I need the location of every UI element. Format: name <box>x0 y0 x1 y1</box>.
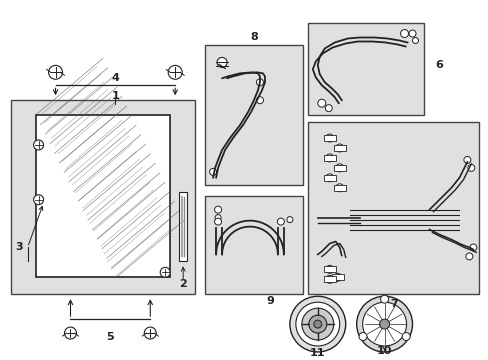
Circle shape <box>380 295 388 303</box>
Circle shape <box>408 30 415 37</box>
Circle shape <box>256 79 263 86</box>
Bar <box>331 274 343 280</box>
Text: 10: 10 <box>376 346 391 356</box>
Circle shape <box>469 244 476 251</box>
Circle shape <box>335 164 343 172</box>
Circle shape <box>64 327 76 339</box>
Circle shape <box>295 302 339 346</box>
Circle shape <box>465 253 472 260</box>
Bar <box>323 266 335 273</box>
Bar <box>323 276 335 282</box>
Circle shape <box>34 195 43 205</box>
Polygon shape <box>179 192 187 261</box>
Text: 7: 7 <box>390 299 398 309</box>
Bar <box>333 185 345 191</box>
Circle shape <box>333 273 341 281</box>
Circle shape <box>214 206 221 213</box>
Polygon shape <box>307 122 478 294</box>
Circle shape <box>256 97 263 104</box>
Text: 2: 2 <box>179 279 187 289</box>
Circle shape <box>308 315 326 333</box>
Text: 3: 3 <box>15 243 22 252</box>
Bar <box>323 175 335 181</box>
Polygon shape <box>204 196 302 294</box>
Polygon shape <box>11 100 195 294</box>
Circle shape <box>301 308 333 340</box>
Circle shape <box>463 157 470 163</box>
Circle shape <box>215 215 221 221</box>
Circle shape <box>325 154 333 162</box>
Circle shape <box>325 265 333 273</box>
Circle shape <box>400 30 407 37</box>
Circle shape <box>335 144 343 152</box>
Text: 5: 5 <box>106 332 114 342</box>
Circle shape <box>286 217 292 222</box>
Circle shape <box>144 327 156 339</box>
Circle shape <box>34 140 43 150</box>
Text: 8: 8 <box>249 32 257 41</box>
Circle shape <box>325 174 333 182</box>
Polygon shape <box>36 115 170 277</box>
Text: 1: 1 <box>111 91 119 101</box>
Circle shape <box>277 218 284 225</box>
Circle shape <box>401 333 409 341</box>
Circle shape <box>48 66 62 79</box>
Circle shape <box>325 275 333 283</box>
Circle shape <box>168 66 182 79</box>
Circle shape <box>356 296 412 352</box>
Text: 6: 6 <box>435 60 443 70</box>
Text: 4: 4 <box>111 73 119 83</box>
Bar <box>333 145 345 151</box>
Circle shape <box>325 134 333 142</box>
Text: 11: 11 <box>309 348 325 358</box>
Circle shape <box>362 302 406 346</box>
Circle shape <box>209 168 216 175</box>
Circle shape <box>313 320 321 328</box>
Circle shape <box>289 296 345 352</box>
Circle shape <box>317 99 325 107</box>
Circle shape <box>412 37 418 44</box>
Circle shape <box>325 105 331 112</box>
Circle shape <box>160 267 170 277</box>
Circle shape <box>214 218 221 225</box>
Polygon shape <box>307 23 424 115</box>
Circle shape <box>218 58 225 66</box>
Polygon shape <box>204 45 302 185</box>
Circle shape <box>467 165 474 171</box>
Circle shape <box>335 184 343 192</box>
Circle shape <box>217 57 226 67</box>
Bar <box>323 155 335 161</box>
Circle shape <box>358 333 366 341</box>
Circle shape <box>379 319 389 329</box>
Text: 9: 9 <box>265 296 273 306</box>
Bar <box>323 135 335 141</box>
Bar <box>333 165 345 171</box>
